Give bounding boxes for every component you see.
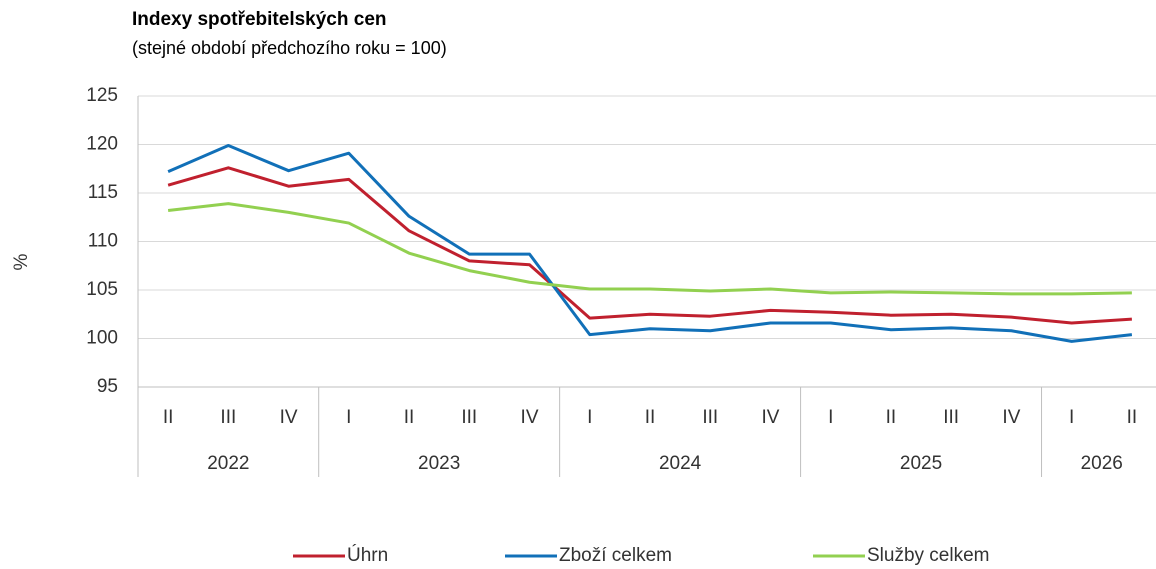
- x-tick-label: IV: [1002, 407, 1020, 428]
- y-tick-label: 100: [86, 328, 118, 349]
- y-tick-label: 95: [97, 376, 118, 397]
- group-label: 2023: [418, 453, 460, 474]
- group-label: 2022: [207, 453, 249, 474]
- group-label: 2026: [1081, 453, 1123, 474]
- chart-title: Indexy spotřebitelských cen: [132, 9, 387, 30]
- x-tick-label: I: [828, 407, 833, 428]
- group-label: 2024: [659, 453, 702, 474]
- x-tick-label: II: [645, 407, 656, 428]
- series-line: [167, 202, 1132, 296]
- series-line: [167, 143, 1133, 343]
- x-tick-label: I: [1069, 407, 1074, 428]
- legend-label: Zboží celkem: [559, 545, 672, 566]
- y-tick-label: 120: [86, 134, 118, 155]
- x-tick-label: III: [461, 407, 477, 428]
- x-tick-label: I: [346, 407, 351, 428]
- group-label: 2025: [900, 453, 942, 474]
- x-tick-label: II: [886, 407, 897, 428]
- legend-label: Úhrn: [347, 544, 388, 566]
- chart-subtitle: (stejné období předchozího roku = 100): [132, 38, 447, 58]
- x-tick-label: I: [587, 407, 592, 428]
- x-tick-label: II: [404, 407, 415, 428]
- y-tick-label: 115: [88, 182, 118, 203]
- x-tick-label: IV: [761, 407, 779, 428]
- x-tick-label: II: [163, 407, 174, 428]
- y-axis-label: %: [11, 253, 32, 270]
- x-tick-label: III: [702, 407, 718, 428]
- x-tick-label: IV: [280, 407, 298, 428]
- y-tick-label: 105: [86, 279, 118, 300]
- legend-label: Služby celkem: [867, 545, 990, 566]
- x-tick-label: IV: [521, 407, 539, 428]
- series-line: [167, 166, 1132, 325]
- x-tick-label: III: [220, 407, 236, 428]
- x-tick-label: II: [1127, 407, 1138, 428]
- y-tick-label: 110: [88, 231, 118, 252]
- y-tick-label: 125: [86, 85, 118, 106]
- x-tick-label: III: [943, 407, 959, 428]
